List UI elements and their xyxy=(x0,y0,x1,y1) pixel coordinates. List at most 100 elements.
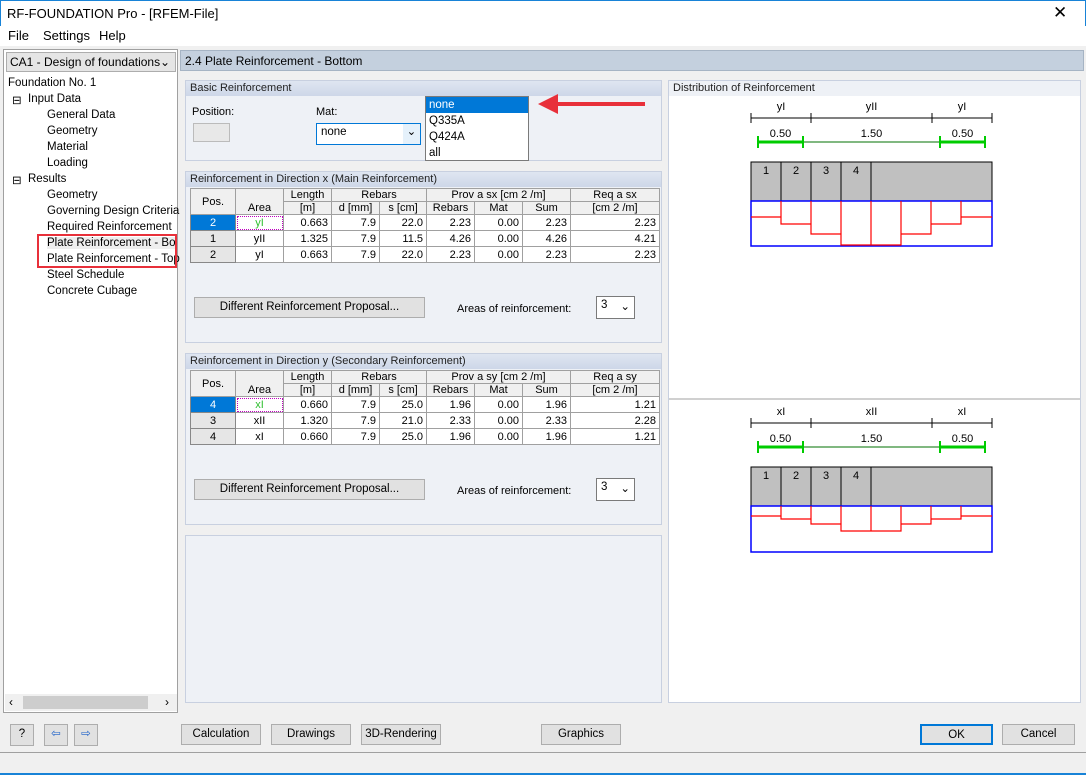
d-cell[interactable]: 7.9 xyxy=(331,428,380,445)
rebars-cell[interactable]: 1.96 xyxy=(426,428,475,445)
table-row[interactable]: 1 yII 1.325 7.9 11.5 4.26 0.00 4.26 4.21 xyxy=(190,230,660,247)
option-none[interactable]: none xyxy=(426,97,528,113)
table-row[interactable]: 2 yI 0.663 7.9 22.0 2.23 0.00 2.23 2.23 xyxy=(190,214,660,231)
chevron-down-icon[interactable]: ⌄ xyxy=(403,124,420,144)
areas-select[interactable]: 3 ⌄ xyxy=(596,296,635,319)
horizontal-scrollbar[interactable]: ‹ › xyxy=(5,694,177,711)
tree-results-geometry[interactable]: Geometry xyxy=(47,189,98,201)
pos-cell[interactable]: 1 xyxy=(190,230,236,247)
import-icon[interactable]: ⇦ xyxy=(44,724,68,746)
cancel-button[interactable]: Cancel xyxy=(1002,724,1075,745)
tree-geometry[interactable]: Geometry xyxy=(47,125,98,137)
pos-cell[interactable]: 3 xyxy=(190,412,236,429)
calculation-button[interactable]: Calculation xyxy=(181,724,261,745)
sum-cell[interactable]: 2.23 xyxy=(522,246,571,263)
mat-cell[interactable]: 0.00 xyxy=(474,396,523,413)
scroll-left-icon[interactable]: ‹ xyxy=(9,695,13,709)
rebars-cell[interactable]: 1.96 xyxy=(426,396,475,413)
req-cell[interactable]: 1.21 xyxy=(570,396,660,413)
pos-cell[interactable]: 4 xyxy=(190,396,236,413)
req-cell[interactable]: 2.23 xyxy=(570,214,660,231)
req-cell[interactable]: 1.21 xyxy=(570,428,660,445)
s-cell[interactable]: 25.0 xyxy=(379,428,427,445)
sum-cell[interactable]: 2.23 xyxy=(522,214,571,231)
option-all[interactable]: all xyxy=(429,147,441,159)
d-cell[interactable]: 7.9 xyxy=(331,214,380,231)
area-cell[interactable]: yII xyxy=(235,230,284,247)
drawings-button[interactable]: Drawings xyxy=(271,724,351,745)
tree-required-reinforcement[interactable]: Required Reinforcement xyxy=(47,221,172,233)
mat-cell[interactable]: 0.00 xyxy=(474,230,523,247)
collapse-icon[interactable]: ⊟ xyxy=(12,95,22,107)
area-cell[interactable]: xI xyxy=(235,396,284,413)
table-row[interactable]: 2 yI 0.663 7.9 22.0 2.23 0.00 2.23 2.23 xyxy=(190,246,660,263)
scroll-right-icon[interactable]: › xyxy=(165,695,169,709)
sum-cell[interactable]: 1.96 xyxy=(522,428,571,445)
menu-file[interactable]: File xyxy=(8,28,29,43)
length-cell[interactable]: 0.663 xyxy=(283,246,332,263)
rebars-cell[interactable]: 2.23 xyxy=(426,214,475,231)
tree-governing-criteria[interactable]: Governing Design Criteria xyxy=(47,205,180,217)
ok-button[interactable]: OK xyxy=(920,724,993,745)
length-cell[interactable]: 0.660 xyxy=(283,428,332,445)
rebars-cell[interactable]: 2.23 xyxy=(426,246,475,263)
req-cell[interactable]: 4.21 xyxy=(570,230,660,247)
area-cell[interactable]: yI xyxy=(235,246,284,263)
area-cell[interactable]: xI xyxy=(235,428,284,445)
mat-cell[interactable]: 0.00 xyxy=(474,428,523,445)
d-cell[interactable]: 7.9 xyxy=(331,230,380,247)
length-cell[interactable]: 0.663 xyxy=(283,214,332,231)
sum-cell[interactable]: 2.33 xyxy=(522,412,571,429)
menu-settings[interactable]: Settings xyxy=(43,28,90,43)
d-cell[interactable]: 7.9 xyxy=(331,246,380,263)
tree-root[interactable]: Foundation No. 1 xyxy=(8,77,97,89)
tree-plate-reinforcement-top[interactable]: Plate Reinforcement - Top xyxy=(47,253,180,265)
mat-cell[interactable]: 0.00 xyxy=(474,214,523,231)
tree-input-data[interactable]: Input Data xyxy=(28,93,82,105)
length-cell[interactable]: 1.320 xyxy=(283,412,332,429)
tree-loading[interactable]: Loading xyxy=(47,157,88,169)
position-field[interactable] xyxy=(193,123,230,142)
s-cell[interactable]: 25.0 xyxy=(379,396,427,413)
3d-rendering-button[interactable]: 3D-Rendering xyxy=(361,724,441,745)
menu-help[interactable]: Help xyxy=(99,28,126,43)
case-select[interactable]: CA1 - Design of foundations ⌄ xyxy=(6,52,176,72)
help-icon[interactable]: ? xyxy=(10,724,34,746)
s-cell[interactable]: 22.0 xyxy=(379,246,427,263)
area-cell[interactable]: xII xyxy=(235,412,284,429)
mat-cell[interactable]: 0.00 xyxy=(474,246,523,263)
tree-concrete-cubage[interactable]: Concrete Cubage xyxy=(47,285,138,297)
rebars-cell[interactable]: 2.33 xyxy=(426,412,475,429)
tree-general-data[interactable]: General Data xyxy=(47,109,116,121)
pos-cell[interactable]: 4 xyxy=(190,428,236,445)
close-icon[interactable]: ✕ xyxy=(1053,3,1068,22)
scroll-thumb[interactable] xyxy=(23,696,148,709)
req-cell[interactable]: 2.23 xyxy=(570,246,660,263)
mat-cell[interactable]: 0.00 xyxy=(474,412,523,429)
s-cell[interactable]: 21.0 xyxy=(379,412,427,429)
sum-cell[interactable]: 1.96 xyxy=(522,396,571,413)
option-q335a[interactable]: Q335A xyxy=(429,115,465,127)
pos-cell[interactable]: 2 xyxy=(190,246,236,263)
area-cell[interactable]: yI xyxy=(235,214,284,231)
tree-results[interactable]: Results xyxy=(28,173,67,185)
rebars-cell[interactable]: 4.26 xyxy=(426,230,475,247)
graphics-button[interactable]: Graphics xyxy=(541,724,621,745)
sum-cell[interactable]: 4.26 xyxy=(522,230,571,247)
export-icon[interactable]: ⇨ xyxy=(74,724,98,746)
areas-select[interactable]: 3 ⌄ xyxy=(596,478,635,501)
length-cell[interactable]: 0.660 xyxy=(283,396,332,413)
table-row[interactable]: 4 xI 0.660 7.9 25.0 1.96 0.00 1.96 1.21 xyxy=(190,396,660,413)
tree-material[interactable]: Material xyxy=(47,141,88,153)
s-cell[interactable]: 22.0 xyxy=(379,214,427,231)
req-cell[interactable]: 2.28 xyxy=(570,412,660,429)
different-proposal-button[interactable]: Different Reinforcement Proposal... xyxy=(194,479,425,500)
d-cell[interactable]: 7.9 xyxy=(331,412,380,429)
different-proposal-button[interactable]: Different Reinforcement Proposal... xyxy=(194,297,425,318)
mat-select[interactable]: none ⌄ xyxy=(316,123,421,145)
tree-steel-schedule[interactable]: Steel Schedule xyxy=(47,269,125,281)
option-q424a[interactable]: Q424A xyxy=(429,131,465,143)
table-row[interactable]: 3 xII 1.320 7.9 21.0 2.33 0.00 2.33 2.28 xyxy=(190,412,660,429)
length-cell[interactable]: 1.325 xyxy=(283,230,332,247)
d-cell[interactable]: 7.9 xyxy=(331,396,380,413)
